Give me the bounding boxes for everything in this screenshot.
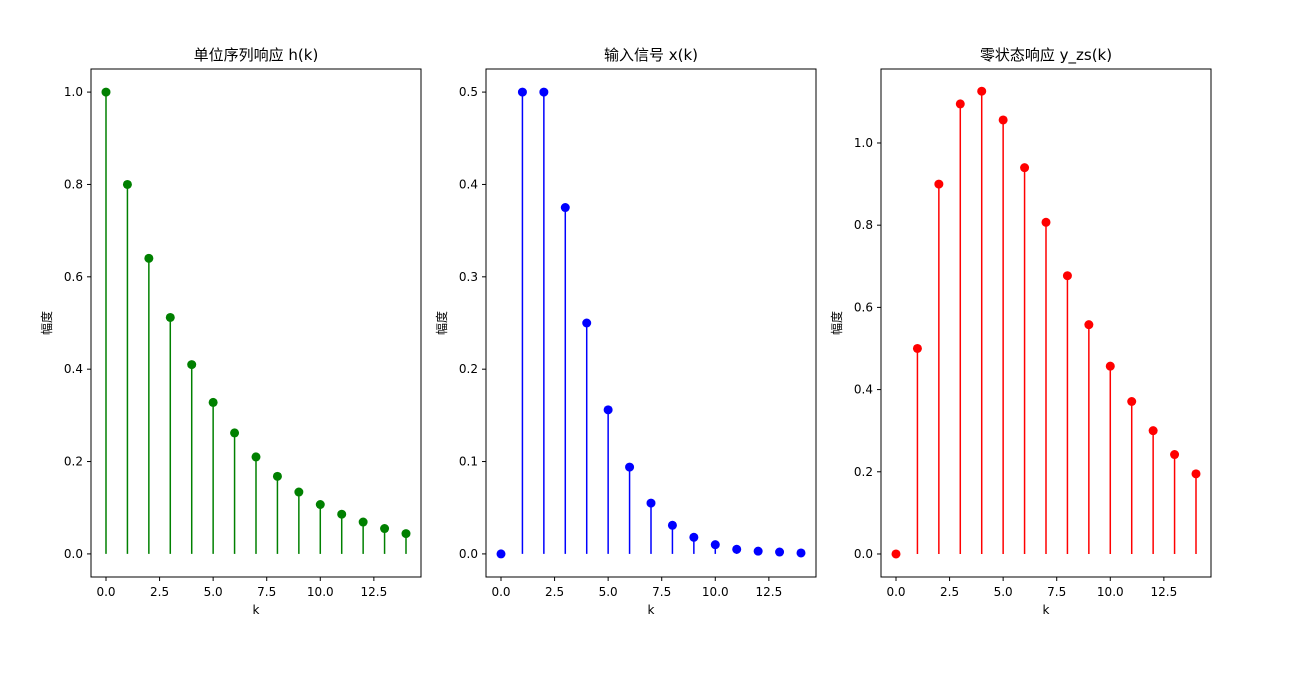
stem-marker — [934, 179, 944, 189]
x-tick-label: 7.5 — [1047, 585, 1066, 599]
x-tick-label: 10.0 — [702, 585, 729, 599]
y-tick-label: 0.0 — [459, 547, 478, 561]
subplot-2: 0.0 2.5 5.0 7.5 10.0 12.5 0.0 0.1 0.2 0.3 0.4 0.5 输入… — [434, 46, 817, 617]
stem-marker — [208, 397, 218, 407]
stem-marker — [1041, 217, 1051, 227]
stem-marker — [646, 498, 656, 508]
stem-marker — [1127, 397, 1137, 407]
y-tick-label: 0.2 — [459, 362, 478, 376]
stem-marker — [358, 517, 368, 527]
stem-marker — [625, 462, 635, 472]
x-tick-label: 2.5 — [940, 585, 959, 599]
y-tick-label: 1.0 — [854, 136, 873, 150]
y-axis-label: 幅度 — [829, 311, 844, 335]
y-tick-label: 0.0 — [64, 547, 83, 561]
stem-marker — [1062, 271, 1072, 281]
stem-marker — [998, 115, 1008, 125]
stem-marker — [955, 99, 965, 109]
x-axis-label: k — [1043, 603, 1050, 617]
axes-frame — [880, 68, 1212, 578]
stem-marker — [101, 87, 111, 97]
x-tick-label: 10.0 — [1097, 585, 1124, 599]
y-tick-label: 0.5 — [459, 85, 478, 99]
x-tick-label: 2.5 — [545, 585, 564, 599]
x-tick-label: 7.5 — [652, 585, 671, 599]
stem-marker — [912, 343, 922, 353]
x-axis-label: k — [648, 603, 655, 617]
stem-marker — [272, 471, 282, 481]
y-axis-label: 幅度 — [434, 311, 449, 335]
y-tick-label: 0.6 — [854, 300, 873, 314]
stem-marker — [796, 548, 806, 558]
stem-marker — [1170, 450, 1180, 460]
subplot-1: 0.0 2.5 5.0 7.5 10.0 12.5 0.0 0.2 0.4 0.6 0.8 1.0 单位… — [39, 46, 422, 617]
y-tick-label: 0.4 — [854, 383, 873, 397]
stem-marker — [891, 549, 901, 559]
stem-marker — [1191, 469, 1201, 479]
x-tick-label: 2.5 — [150, 585, 169, 599]
stem-marker — [165, 312, 175, 322]
stem-marker — [337, 509, 347, 519]
stem-marker — [977, 86, 987, 96]
stem-marker — [517, 87, 527, 97]
stem-marker — [230, 428, 240, 438]
stem-marker — [1148, 426, 1158, 436]
stem-marker — [496, 549, 506, 559]
x-tick-label: 0.0 — [96, 585, 115, 599]
x-tick-label: 12.5 — [1150, 585, 1177, 599]
stem-marker — [380, 524, 390, 534]
stem-marker — [251, 452, 261, 462]
stem-marker — [187, 360, 197, 370]
x-tick-label: 10.0 — [307, 585, 334, 599]
stem-marker — [582, 318, 592, 328]
x-tick-label: 5.0 — [994, 585, 1013, 599]
stem-marker — [667, 520, 677, 530]
x-tick-label: 5.0 — [599, 585, 618, 599]
subplot-3: 0.0 2.5 5.0 7.5 10.0 12.5 0.0 0.2 0.4 0.6 0.8 1.0 零状… — [829, 46, 1212, 617]
y-tick-label: 0.8 — [854, 218, 873, 232]
stem-marker — [539, 87, 549, 97]
chart-title: 输入信号 x(k) — [604, 46, 698, 64]
stem-marker — [732, 544, 742, 554]
stem-marker — [710, 540, 720, 550]
axes-frame — [485, 68, 817, 578]
y-tick-label: 0.3 — [459, 270, 478, 284]
x-tick-label: 0.0 — [886, 585, 905, 599]
stem-marker — [1105, 361, 1115, 371]
stem-marker — [775, 547, 785, 557]
y-tick-label: 0.2 — [854, 465, 873, 479]
y-tick-label: 0.4 — [459, 177, 478, 191]
y-tick-label: 1.0 — [64, 85, 83, 99]
stem-marker — [603, 405, 613, 415]
stem-marker — [1084, 320, 1094, 330]
y-tick-label: 0.4 — [64, 362, 83, 376]
x-tick-label: 0.0 — [491, 585, 510, 599]
y-tick-label: 0.1 — [459, 455, 478, 469]
stem-marker — [144, 253, 154, 263]
stem-marker — [294, 487, 304, 497]
stem-marker — [560, 203, 570, 213]
stem-marker — [1020, 163, 1030, 173]
x-axis-label: k — [253, 603, 260, 617]
axes-frame — [90, 68, 422, 578]
stem-marker — [315, 499, 325, 509]
x-tick-label: 7.5 — [257, 585, 276, 599]
x-tick-label: 5.0 — [204, 585, 223, 599]
chart-title: 单位序列响应 h(k) — [194, 46, 319, 64]
y-tick-label: 0.8 — [64, 177, 83, 191]
stem-marker — [401, 529, 411, 539]
x-tick-label: 12.5 — [755, 585, 782, 599]
stem-marker — [689, 532, 699, 542]
y-tick-label: 0.0 — [854, 547, 873, 561]
y-axis-label: 幅度 — [39, 311, 54, 335]
stem-marker — [753, 546, 763, 556]
x-tick-label: 12.5 — [360, 585, 387, 599]
stem-marker — [122, 179, 132, 189]
chart-title: 零状态响应 y_zs(k) — [980, 46, 1112, 65]
y-tick-label: 0.6 — [64, 270, 83, 284]
y-tick-label: 0.2 — [64, 455, 83, 469]
